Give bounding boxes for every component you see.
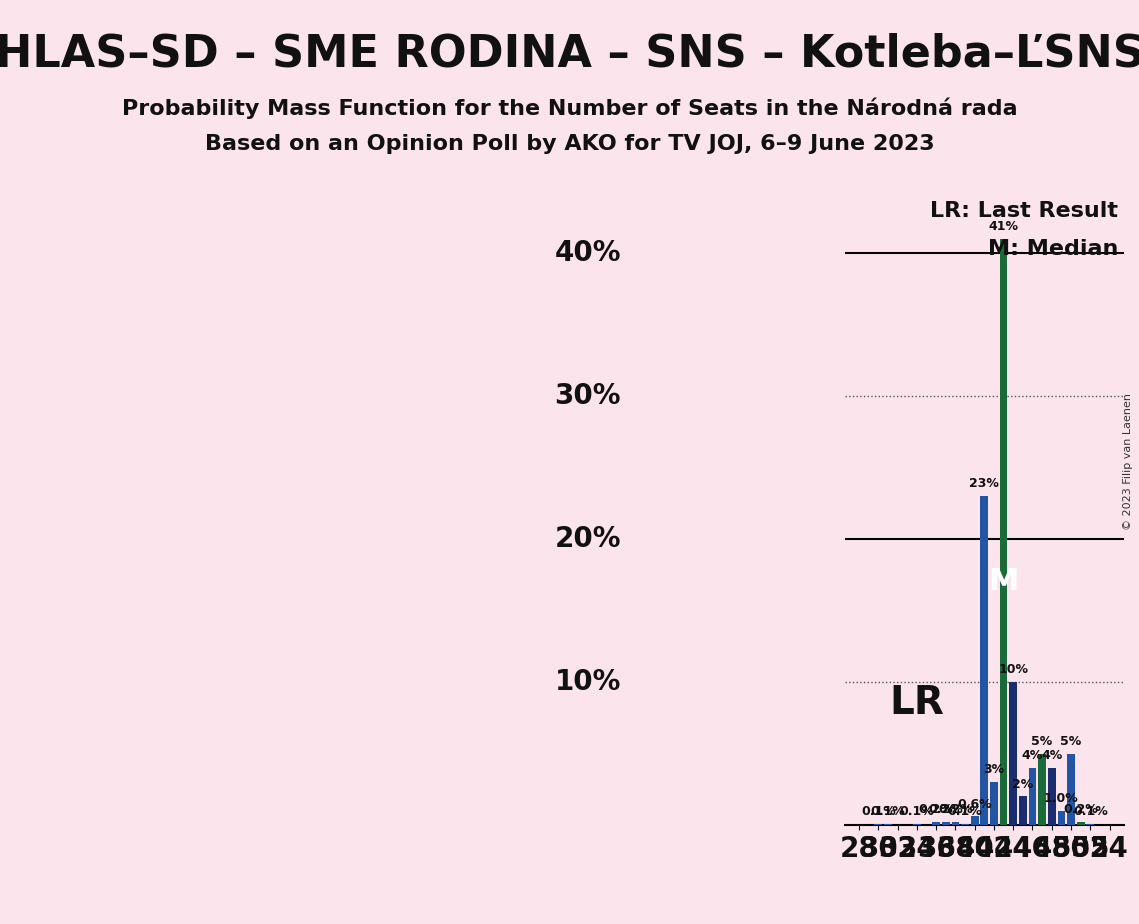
Text: 0.1%: 0.1% bbox=[900, 805, 934, 818]
Bar bbox=[933, 822, 940, 825]
Text: 0.2%: 0.2% bbox=[928, 804, 964, 817]
Text: 0.1%: 0.1% bbox=[870, 805, 906, 818]
Text: LR: LR bbox=[890, 685, 944, 723]
Bar bbox=[1009, 682, 1017, 825]
Text: M: M bbox=[989, 567, 1018, 596]
Bar bbox=[1000, 238, 1007, 825]
Text: 2%: 2% bbox=[1013, 778, 1033, 791]
Bar bbox=[1087, 823, 1095, 825]
Text: 0.1%: 0.1% bbox=[948, 805, 983, 818]
Text: M: Median: M: Median bbox=[988, 239, 1118, 260]
Text: 0.2%: 0.2% bbox=[1064, 804, 1098, 817]
Bar bbox=[1057, 810, 1065, 825]
Text: 4%: 4% bbox=[1022, 749, 1043, 762]
Bar bbox=[1039, 754, 1046, 825]
Bar bbox=[970, 817, 978, 825]
Text: 0.1%: 0.1% bbox=[1073, 805, 1107, 818]
Text: Probability Mass Function for the Number of Seats in the Národná rada: Probability Mass Function for the Number… bbox=[122, 97, 1017, 118]
Bar bbox=[884, 823, 892, 825]
Text: 3%: 3% bbox=[983, 763, 1005, 776]
Text: 20%: 20% bbox=[555, 525, 621, 553]
Text: 5%: 5% bbox=[1060, 735, 1082, 748]
Text: © 2023 Filip van Laenen: © 2023 Filip van Laenen bbox=[1123, 394, 1133, 530]
Text: 10%: 10% bbox=[998, 663, 1029, 676]
Text: 0.6%: 0.6% bbox=[958, 797, 992, 810]
Text: 0.2%: 0.2% bbox=[919, 804, 953, 817]
Bar bbox=[942, 822, 950, 825]
Text: 4%: 4% bbox=[1041, 749, 1063, 762]
Bar bbox=[951, 822, 959, 825]
Text: 1.0%: 1.0% bbox=[1044, 792, 1079, 805]
Bar bbox=[1029, 768, 1036, 825]
Bar bbox=[1067, 754, 1075, 825]
Bar bbox=[1019, 796, 1026, 825]
Text: 41%: 41% bbox=[989, 220, 1018, 233]
Text: 0.2%: 0.2% bbox=[939, 804, 973, 817]
Text: HLAS–SD – SME RODINA – SNS – Kotleba–ĽSNS: HLAS–SD – SME RODINA – SNS – Kotleba–ĽSN… bbox=[0, 32, 1139, 76]
Bar bbox=[981, 496, 989, 825]
Text: 0.1%: 0.1% bbox=[861, 805, 895, 818]
Text: LR: Last Result: LR: Last Result bbox=[931, 201, 1118, 221]
Text: 5%: 5% bbox=[1032, 735, 1052, 748]
Bar bbox=[875, 823, 883, 825]
Bar bbox=[990, 782, 998, 825]
Bar bbox=[1076, 822, 1084, 825]
Text: Based on an Opinion Poll by AKO for TV JOJ, 6–9 June 2023: Based on an Opinion Poll by AKO for TV J… bbox=[205, 134, 934, 154]
Bar bbox=[961, 823, 969, 825]
Text: 30%: 30% bbox=[555, 382, 621, 410]
Bar bbox=[913, 823, 920, 825]
Text: 40%: 40% bbox=[555, 238, 621, 267]
Bar bbox=[1048, 768, 1056, 825]
Text: 23%: 23% bbox=[969, 478, 999, 491]
Text: 10%: 10% bbox=[555, 668, 621, 696]
